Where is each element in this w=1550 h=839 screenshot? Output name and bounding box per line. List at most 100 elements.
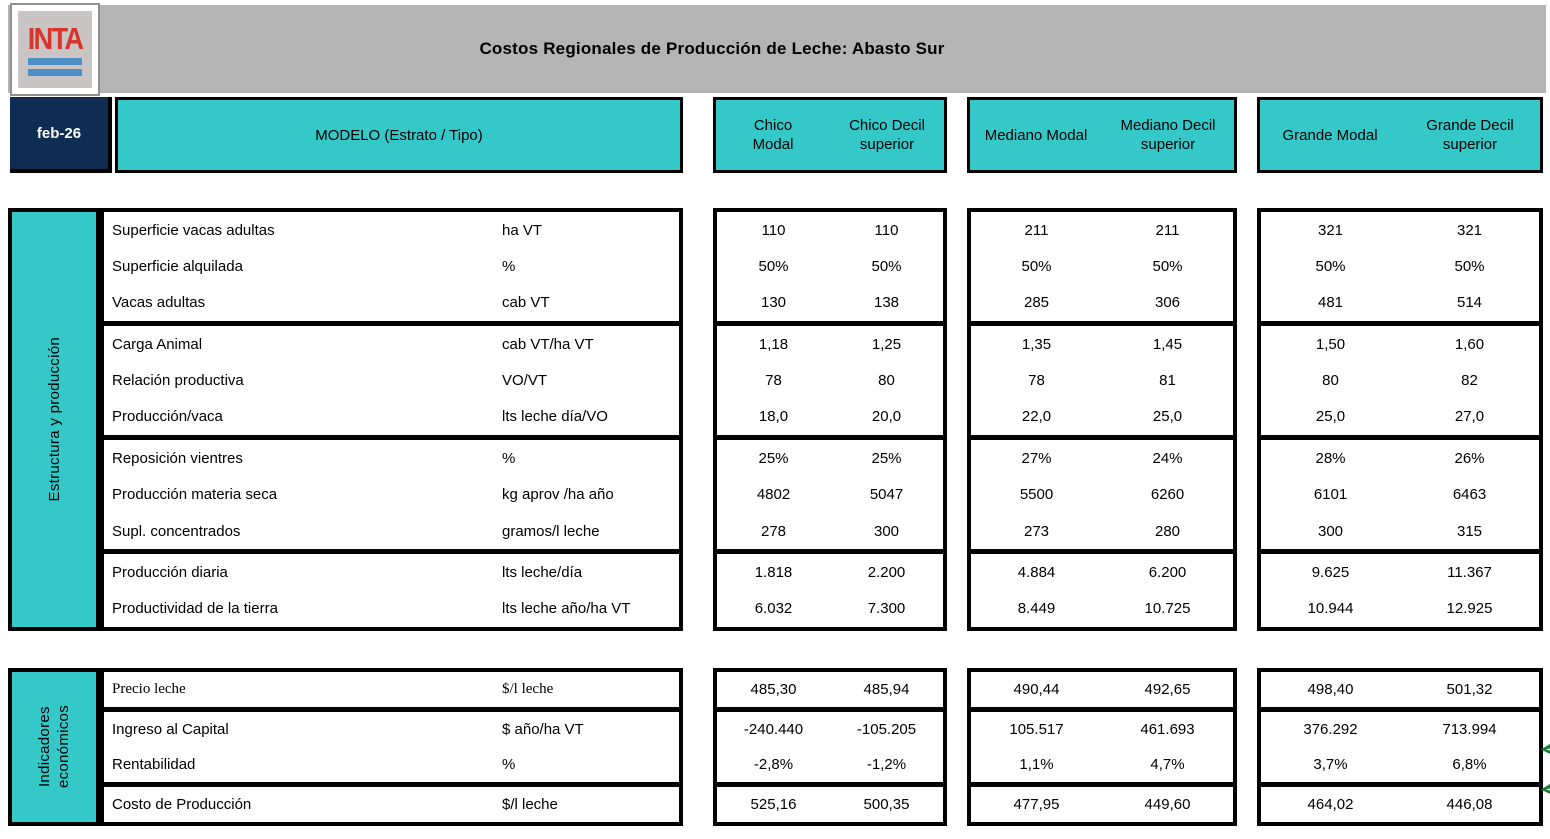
value-cell: 50% [758,258,789,276]
value-cell: 81 [1159,372,1176,390]
row-label: Superficie alquilada [112,258,243,276]
value-cell: 211 [1024,221,1049,239]
row-label: Ingreso al Capital [112,721,229,738]
row-group: 1,35 1,45 78 81 22,0 25,0 [971,321,1233,435]
table-row: 490,44 492,65 [971,672,1233,707]
section-rows-1: Precio leche $/l leche Ingreso al Capital $… [100,668,683,826]
section-0-values-group-0: 110 110 50% 50% 130 138 1,18 1,25 78 80 18,0 20,0 25… [713,208,947,631]
value-cell: 461.693 [1140,721,1195,738]
table-row: Rentabilidad% [104,747,679,782]
row-label: Costo de Producción [112,796,252,813]
value-cell: 50% [1152,258,1183,276]
table-row: 105.517 461.693 [971,712,1233,747]
value-cell: 498,40 [1307,681,1354,698]
table-row: Ingreso al Capital $ año/ha VT [104,712,679,747]
value-cell: 481 [1317,294,1344,312]
row-unit: lts leche año/ha VT [502,600,631,618]
value-cell: -2,8% [753,756,794,773]
row-group: 485,30 485,94 [717,672,943,707]
value-cell: 446,08 [1446,796,1493,813]
table-row: 10.944 12.925 [1261,591,1539,627]
row-label: Carga Animal [112,335,203,353]
value-cell: 1.818 [754,563,793,581]
column-header-chico-decil: Chico Decil superior [849,117,925,153]
inta-logo-inner: INTA [18,11,92,88]
table-row: 273 280 [971,513,1233,549]
value-cell: 5500 [1019,486,1054,504]
row-group: Producción diaria lts leche/día Productivi… [104,549,679,627]
row-group: 1.818 2.200 6.032 7.300 [717,549,943,627]
value-cell: 26% [1454,449,1485,467]
value-cell: -1,2% [866,756,907,773]
value-cell: 6.200 [1148,563,1187,581]
row-group: Costo de Producción $/l leche [104,782,679,822]
row-unit: ha VT [502,221,543,239]
table-row: 278 300 [717,513,943,549]
row-unit: % [502,449,516,467]
table-row: Producción materia seca kg aprov /ha año [104,477,679,513]
table-row: Superficie alquilada% [104,248,679,284]
table-row: 27% 24% [971,440,1233,476]
table-row: Precio leche $/l leche [104,672,679,707]
table-row: 498,40 501,32 [1261,672,1539,707]
table-row: Reposición vientres% [104,440,679,476]
value-cell: 78 [1028,372,1045,390]
row-unit: $/l leche [502,681,554,697]
value-cell: 211 [1155,221,1180,239]
row-group: Carga Animal cab VT/ha VT Relación product… [104,321,679,435]
row-unit: cab VT [502,294,550,312]
row-group: -240.440 -105.205 -2,8% -1,2% [717,707,943,782]
table-row: 300 315 [1261,513,1539,549]
value-cell: 6463 [1452,486,1487,504]
row-unit: cab VT/ha VT [502,335,594,353]
value-cell: 80 [878,372,895,390]
value-cell: 27,0 [1454,408,1485,426]
value-cell: 4,7% [1150,756,1185,773]
row-unit: lts leche día/VO [502,408,608,426]
row-group: Precio leche $/l leche [104,672,679,707]
value-cell: 6,8% [1452,756,1487,773]
value-cell: 525,16 [750,796,797,813]
value-cell: 28% [1315,449,1346,467]
table-row: 50% 50% [1261,248,1539,284]
value-cell: 110 [874,221,899,239]
inta-logo-bar [28,68,82,76]
value-cell: 449,60 [1144,796,1191,813]
value-cell: 1,45 [1152,335,1183,353]
table-row: 22,0 25,0 [971,399,1233,435]
section-title: Indicadores económicos [36,705,72,789]
value-cell: 485,30 [750,681,797,698]
value-cell: 306 [1154,294,1181,312]
section-1-values-group-2: 498,40 501,32 376.292 713.994 3,7% 6,8% 464,02… [1257,668,1543,826]
value-cell: 11.367 [1447,563,1492,581]
report-header-band: Costos Regionales de Producción de Leche… [8,5,1546,93]
value-cell: 25% [871,449,902,467]
table-row: Relación productiva VO/VT [104,362,679,398]
column-header-chico-modal: Chico Modal [752,117,794,153]
row-label: Producción/vaca [112,408,223,426]
row-unit: % [502,756,516,773]
table-row: 110 110 [717,212,943,248]
value-cell: 501,32 [1446,681,1493,698]
value-cell: 6101 [1313,486,1348,504]
value-cell: 25,0 [1315,408,1346,426]
value-cell: 10.944 [1307,600,1354,618]
row-label: Superficie vacas adultas [112,221,275,239]
table-row: 1,18 1,25 [717,326,943,362]
row-group: 498,40 501,32 [1261,672,1539,707]
table-row: 4.884 6.200 [971,554,1233,590]
column-group-header-grande: Grande Modal Grande Decil superior [1257,97,1543,173]
section-rows-0: Superficie vacas adultas ha VT Superficie … [100,208,683,631]
table-row: -2,8% -1,2% [717,747,943,782]
value-cell: 50% [871,258,902,276]
table-row: 525,16 500,35 [717,787,943,822]
value-cell: 4802 [756,486,791,504]
value-cell: 27% [1021,449,1052,467]
row-label: Supl. concentrados [112,522,241,540]
inta-logo-text: INTA [27,20,84,56]
row-label: Rentabilidad [112,756,196,773]
row-group: 25% 25% 4802 5047 278 300 [717,435,943,549]
value-cell: 321 [1317,221,1344,239]
table-row: 321 321 [1261,212,1539,248]
table-row: 1,1% 4,7% [971,747,1233,782]
